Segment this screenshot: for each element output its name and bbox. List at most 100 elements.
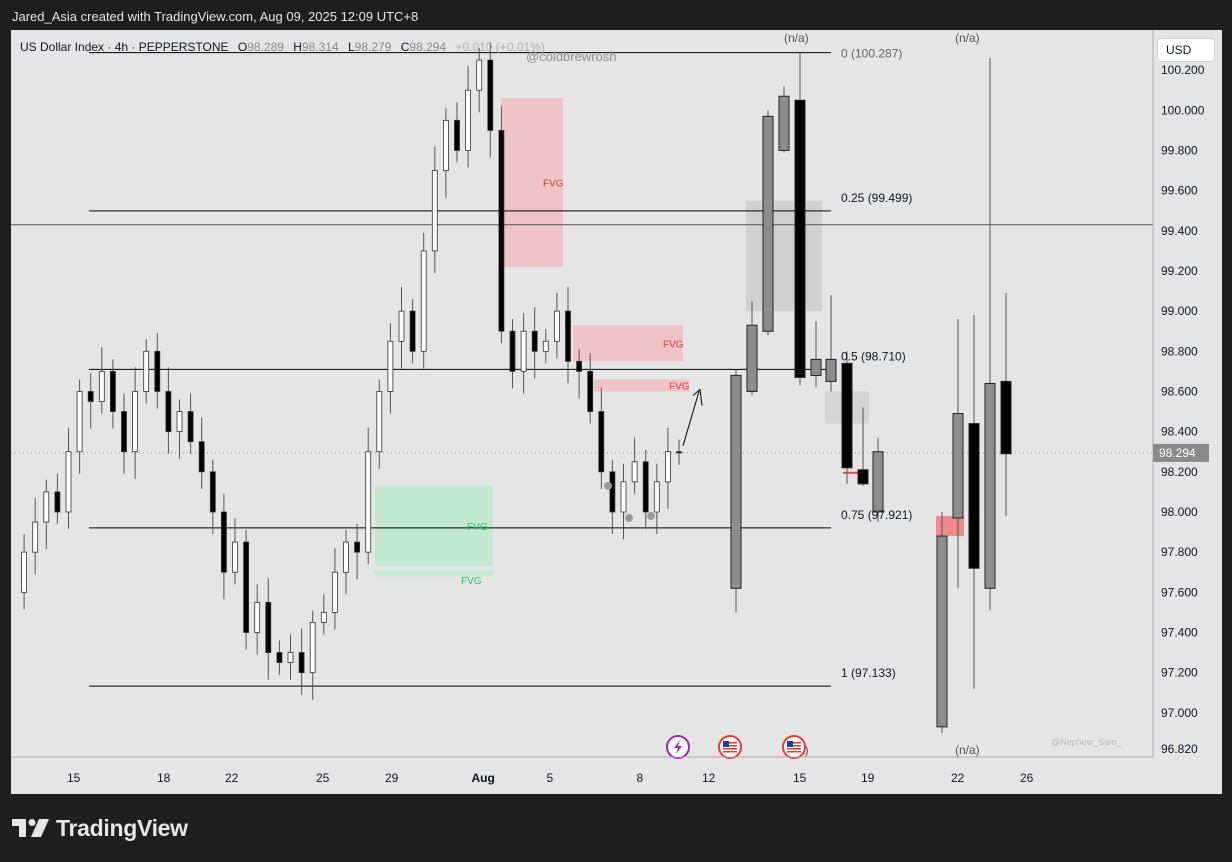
na-label: (n/a) [784, 31, 809, 45]
projection-candle [778, 95, 790, 151]
x-tick-label: 22 [225, 771, 239, 785]
price-candle [121, 411, 127, 453]
low-label: L [347, 40, 355, 54]
projection-candle [746, 324, 758, 392]
price-candle [442, 119, 449, 171]
event-icon-ring [782, 735, 806, 759]
price-axis-background [1153, 30, 1222, 794]
price-candle [642, 461, 649, 513]
price-candle [298, 652, 305, 674]
price-candle [531, 330, 538, 352]
y-tick-label: 98.800 [1161, 344, 1198, 358]
price-candle [331, 571, 338, 613]
projection-arrow [682, 391, 700, 446]
high-label: H [293, 40, 302, 54]
price-candle [98, 370, 105, 402]
open-label: O [237, 40, 248, 54]
projection-candle [872, 451, 884, 513]
projection-candle [794, 99, 806, 378]
price-candle [76, 391, 83, 453]
price-chart[interactable]: FVG FVG FVG FVG FVG 0 (100.287) 0.25 (99.499) 0… [11, 30, 1222, 794]
swing-marker [604, 481, 612, 490]
price-candle [65, 451, 72, 513]
price-candle [54, 491, 61, 513]
x-tick-label: 19 [861, 771, 875, 785]
fvg-label: FVG [467, 522, 488, 533]
us-flag-icon[interactable] [782, 735, 806, 759]
fvg-zone [573, 325, 683, 362]
price-candle [132, 391, 138, 453]
projection-marker [843, 471, 867, 474]
symbol-info: US Dollar Index · 4h · PEPPERSTONE O 98.2… [20, 40, 545, 54]
lightning-icon[interactable] [666, 735, 690, 759]
y-tick-label: 100.200 [1161, 63, 1205, 77]
close-value: 98.294 [409, 40, 447, 54]
us-flag-icon[interactable] [718, 735, 742, 759]
flag-stripe [787, 748, 801, 750]
price-candle [487, 59, 494, 131]
fvg-zone [375, 485, 493, 567]
fvg-zone [375, 570, 493, 577]
swing-marker [625, 514, 633, 522]
flag-stripe [787, 745, 801, 747]
price-candle [176, 411, 183, 433]
price-candle [187, 411, 194, 443]
price-candle [365, 451, 372, 553]
price-candle [665, 451, 671, 483]
fib-level-label: 0.75 (97.921) [841, 508, 912, 522]
watermark-top: @coldbrewrosh [526, 49, 617, 64]
y-tick-label: 99.800 [1161, 143, 1198, 157]
tradingview-logo[interactable]: TradingView [12, 812, 188, 844]
plot-background [11, 30, 1153, 757]
x-tick-label: 15 [793, 771, 807, 785]
x-tick-label: 25 [316, 771, 330, 785]
price-candle [465, 89, 472, 151]
price-candle [376, 391, 383, 453]
tradingview-logo-icon [12, 819, 49, 837]
price-candle [554, 310, 560, 342]
projection-zone [936, 515, 964, 537]
symbol-name: US Dollar Index · 4h · PEPPERSTONE [20, 40, 229, 54]
change-value: +0.010 (+0.01%) [455, 40, 545, 54]
price-candle [509, 330, 516, 372]
x-tick-label: 22 [951, 771, 965, 785]
flag-stripe [787, 742, 801, 744]
swing-marker [647, 511, 655, 520]
price-candle [21, 551, 28, 593]
low-value: 98.279 [354, 40, 392, 54]
price-candle [110, 370, 116, 412]
y-tick-label: 100.000 [1161, 103, 1205, 117]
price-candle [165, 391, 172, 433]
projection-candle [984, 382, 996, 589]
x-tick-label: 26 [1020, 771, 1034, 785]
price-candle [32, 521, 39, 553]
price-candle [232, 541, 238, 573]
x-tick-label: 8 [637, 771, 644, 785]
price-candle [520, 330, 527, 372]
currency-button[interactable]: USD [1157, 38, 1215, 62]
projection-candle [952, 413, 964, 519]
projection-candle [730, 374, 742, 589]
price-candle [354, 541, 361, 553]
y-tick-label: 97.600 [1161, 585, 1198, 599]
price-candle [587, 370, 594, 412]
y-tick-label: 98.400 [1161, 425, 1198, 439]
price-candle [565, 310, 571, 362]
price-candle [320, 611, 327, 623]
high-value: 98.314 [301, 40, 339, 54]
price-candle [598, 411, 605, 473]
price-candle [576, 360, 582, 372]
price-candle [542, 340, 549, 352]
price-candle [209, 471, 216, 513]
flag-stripe [723, 742, 737, 744]
price-candle [276, 652, 283, 664]
price-candle [198, 441, 205, 473]
y-tick-label: 99.600 [1161, 184, 1198, 198]
price-candle [243, 541, 250, 633]
price-candle [265, 601, 272, 653]
chart-area[interactable]: FVG FVG FVG FVG FVG 0 (100.287) 0.25 (99.499) 0… [11, 30, 1222, 794]
fvg-label: FVG [669, 381, 690, 392]
y-tick-label: 99.200 [1161, 264, 1198, 278]
flag-stripe [723, 751, 737, 753]
projection-candle [810, 358, 822, 376]
